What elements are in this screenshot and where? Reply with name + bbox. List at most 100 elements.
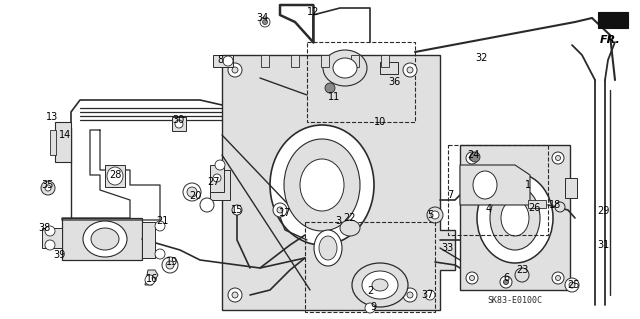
- Circle shape: [262, 19, 268, 25]
- Circle shape: [155, 249, 165, 259]
- Text: 6: 6: [503, 273, 509, 283]
- Circle shape: [407, 292, 413, 298]
- Ellipse shape: [284, 139, 360, 231]
- Circle shape: [162, 257, 178, 273]
- Circle shape: [145, 275, 155, 285]
- Text: 14: 14: [59, 130, 71, 140]
- Circle shape: [166, 261, 174, 269]
- Text: 36: 36: [388, 77, 400, 87]
- Ellipse shape: [352, 263, 408, 307]
- Ellipse shape: [91, 228, 119, 250]
- Text: 8: 8: [217, 55, 223, 65]
- Circle shape: [555, 202, 565, 212]
- Bar: [565, 178, 577, 198]
- Bar: [321, 55, 329, 67]
- Polygon shape: [598, 12, 628, 28]
- Circle shape: [183, 183, 201, 201]
- Bar: [381, 55, 389, 67]
- Text: 21: 21: [156, 216, 168, 226]
- Circle shape: [175, 120, 183, 128]
- Text: 22: 22: [343, 213, 355, 223]
- Ellipse shape: [362, 271, 398, 299]
- Text: 7: 7: [447, 190, 453, 200]
- Bar: [307, 42, 415, 122]
- Text: FR.: FR.: [600, 35, 621, 45]
- Text: 37: 37: [421, 290, 433, 300]
- Text: 35: 35: [42, 180, 54, 190]
- Circle shape: [41, 181, 55, 195]
- Circle shape: [470, 276, 474, 280]
- Circle shape: [470, 152, 480, 162]
- Ellipse shape: [490, 186, 540, 250]
- Text: 30: 30: [172, 115, 184, 125]
- Circle shape: [403, 63, 417, 77]
- Polygon shape: [222, 55, 455, 310]
- Bar: [261, 55, 269, 67]
- Polygon shape: [210, 165, 224, 192]
- Text: 33: 33: [441, 243, 453, 253]
- Ellipse shape: [333, 58, 357, 78]
- Bar: [351, 55, 359, 67]
- Text: 3: 3: [335, 216, 341, 226]
- Bar: [291, 55, 299, 67]
- Ellipse shape: [270, 125, 374, 245]
- Bar: [448, 145, 548, 235]
- Text: 9: 9: [370, 302, 376, 312]
- Circle shape: [223, 56, 233, 66]
- Bar: [380, 62, 398, 74]
- Circle shape: [232, 205, 242, 215]
- Text: 26: 26: [528, 203, 540, 213]
- Circle shape: [45, 240, 55, 250]
- Text: 18: 18: [549, 200, 561, 210]
- Text: 1: 1: [525, 180, 531, 190]
- Text: 15: 15: [231, 205, 243, 215]
- Text: 34: 34: [256, 13, 268, 23]
- Ellipse shape: [314, 230, 342, 266]
- Text: 38: 38: [38, 223, 50, 233]
- Text: 25: 25: [567, 280, 579, 290]
- Circle shape: [45, 185, 51, 191]
- Circle shape: [228, 288, 242, 302]
- Circle shape: [215, 160, 225, 170]
- Ellipse shape: [477, 173, 553, 263]
- Ellipse shape: [501, 200, 529, 236]
- Circle shape: [277, 207, 283, 213]
- Text: 29: 29: [597, 206, 609, 216]
- Circle shape: [565, 278, 579, 292]
- Text: 23: 23: [516, 265, 528, 275]
- Circle shape: [232, 67, 238, 73]
- Polygon shape: [460, 165, 530, 205]
- Text: 5: 5: [427, 210, 433, 220]
- Ellipse shape: [323, 50, 367, 86]
- Circle shape: [552, 152, 564, 164]
- Circle shape: [466, 152, 478, 164]
- Bar: [528, 200, 546, 208]
- Text: 11: 11: [328, 92, 340, 102]
- Text: 19: 19: [166, 257, 178, 267]
- Circle shape: [569, 282, 575, 288]
- Bar: [172, 117, 186, 131]
- Circle shape: [504, 279, 509, 285]
- Bar: [210, 170, 230, 200]
- Text: 27: 27: [208, 177, 220, 187]
- Polygon shape: [42, 228, 62, 248]
- Text: 24: 24: [467, 150, 479, 160]
- Polygon shape: [460, 145, 570, 290]
- Text: 13: 13: [46, 112, 58, 122]
- Circle shape: [500, 276, 512, 288]
- Text: 16: 16: [146, 274, 158, 284]
- Circle shape: [431, 211, 439, 219]
- Text: 17: 17: [279, 208, 291, 218]
- Circle shape: [407, 67, 413, 73]
- Circle shape: [403, 288, 417, 302]
- Circle shape: [200, 198, 214, 212]
- Bar: [305, 222, 435, 312]
- Circle shape: [273, 203, 287, 217]
- Circle shape: [515, 268, 529, 282]
- Ellipse shape: [372, 279, 388, 291]
- Circle shape: [228, 63, 242, 77]
- Circle shape: [45, 226, 55, 236]
- Circle shape: [470, 155, 474, 160]
- Bar: [105, 165, 125, 187]
- Bar: [62, 218, 142, 260]
